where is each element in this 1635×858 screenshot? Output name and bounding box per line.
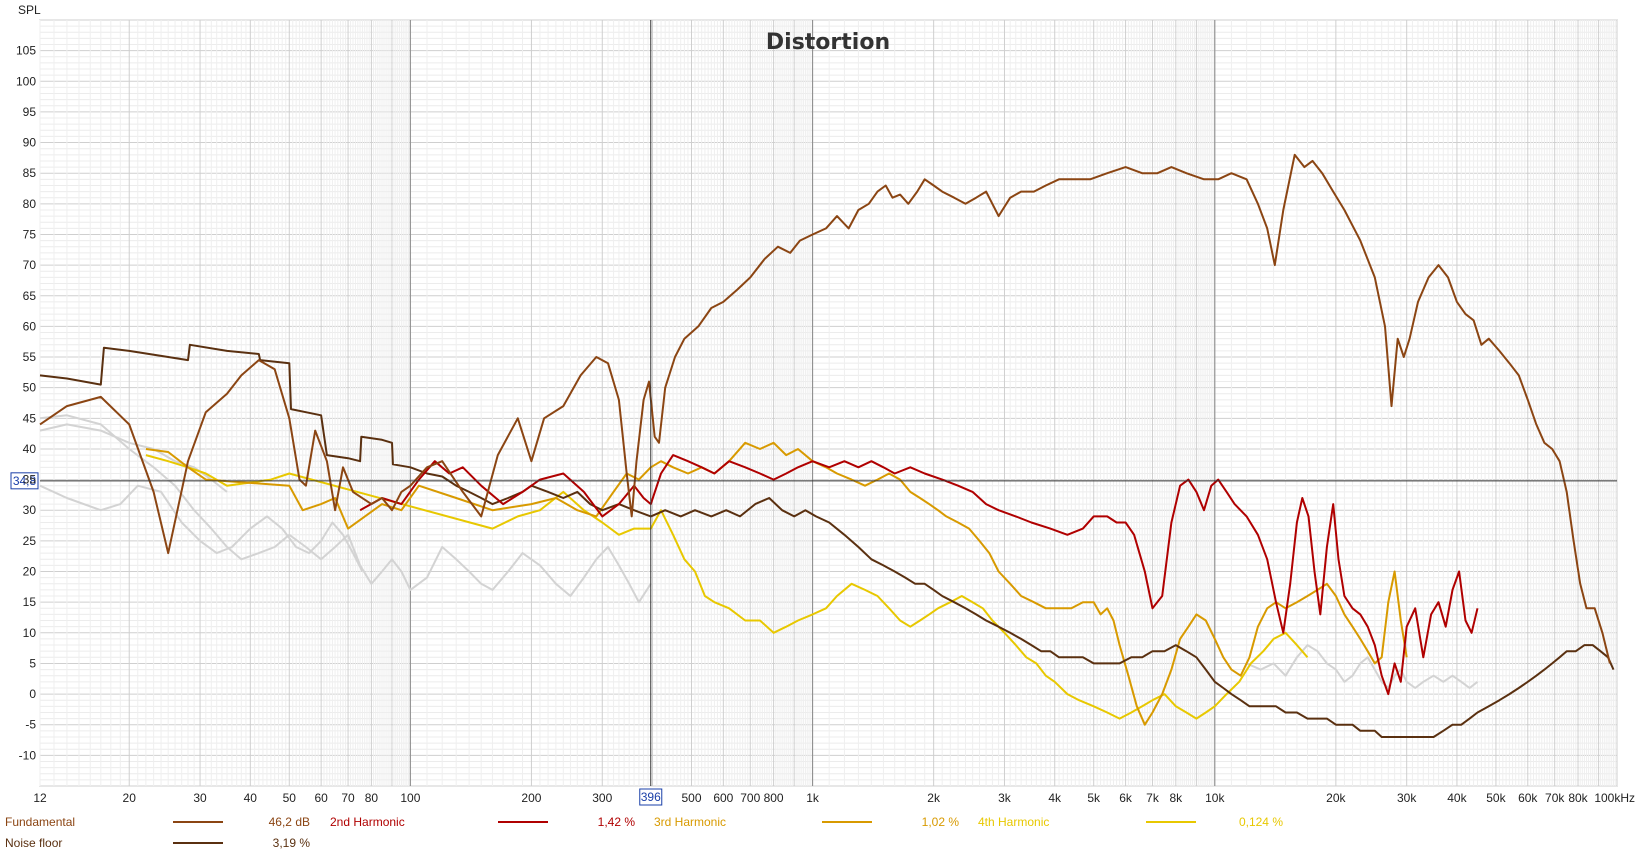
cursor-x-box — [639, 788, 663, 806]
x-tick-label: 30k — [1397, 791, 1417, 805]
chart-title: Distortion — [766, 30, 890, 55]
x-tick-label: 30 — [193, 791, 207, 805]
x-tick-label: 800 — [764, 791, 784, 805]
series-line-fundamental — [39, 153, 1611, 664]
x-tick-label: 60 — [314, 791, 328, 805]
x-tick-label: 70k — [1545, 791, 1565, 805]
x-tick-label: 80 — [365, 791, 379, 805]
x-tick-label: 100 — [400, 791, 420, 805]
x-tick-label: 500 — [681, 791, 701, 805]
cursor-y-box — [10, 472, 39, 490]
legend-name: Noise floor — [5, 836, 62, 850]
legend-name: 4th Harmonic — [978, 815, 1049, 829]
series-layer — [39, 153, 1615, 738]
legend-value: 1,02 % — [922, 815, 960, 829]
series-line-grey-5 — [39, 414, 652, 604]
series-line-grey-8 — [1246, 644, 1479, 689]
x-tick-label: 12 — [33, 791, 47, 805]
y-tick-label: 75 — [23, 227, 37, 241]
x-tick-label: 3k — [998, 791, 1012, 805]
x-tick-label: 2k — [927, 791, 941, 805]
x-tick-label: 600 — [713, 791, 733, 805]
series-line-grey-7 — [39, 423, 228, 493]
x-tick-label: 20k — [1326, 791, 1346, 805]
grid — [39, 19, 1618, 787]
y-tick-label: 100 — [16, 74, 36, 88]
y-tick-label: -5 — [25, 718, 36, 732]
x-tick-label: 10k — [1205, 791, 1225, 805]
legend-value: 46,2 dB — [269, 815, 310, 829]
x-tick-label: 50k — [1486, 791, 1506, 805]
y-tick-label: 85 — [23, 166, 37, 180]
legend-value: 0,124 % — [1239, 815, 1283, 829]
x-tick-label: 8k — [1169, 791, 1183, 805]
legend: Fundamental 46,2 dB 2nd Harmonic 1,42 % 3rd … — [5, 815, 1283, 850]
x-tick-label: 4k — [1048, 791, 1062, 805]
legend-name: 3rd Harmonic — [654, 815, 726, 829]
y-tick-label: 60 — [23, 319, 37, 333]
y-tick-label: 70 — [23, 258, 37, 272]
y-tick-label: 105 — [16, 44, 36, 58]
x-tick-label: 20 — [123, 791, 137, 805]
series-line-4th-harmonic — [145, 454, 1309, 720]
legend-name: 2nd Harmonic — [330, 815, 405, 829]
x-tick-label: 70 — [341, 791, 355, 805]
y-tick-label: 30 — [23, 503, 37, 517]
x-tick-label: 300 — [592, 791, 612, 805]
y-tick-label: 45 — [23, 411, 37, 425]
series-line-grey-6 — [39, 484, 364, 572]
x-tick-label: 40 — [244, 791, 258, 805]
y-tick-label: 5 — [29, 656, 36, 670]
legend-value: 1,42 % — [598, 815, 636, 829]
x-tick-label: 100kHz — [1594, 791, 1635, 805]
y-tick-label: 55 — [23, 350, 37, 364]
cursor-x-readout: 396 — [641, 790, 661, 804]
x-tick-label: 7k — [1146, 791, 1160, 805]
cursor[interactable]: 396 34,8 — [10, 20, 1617, 806]
y-tick-label: 40 — [23, 442, 37, 456]
x-tick-label: 40k — [1447, 791, 1467, 805]
y-tick-label: 10 — [23, 626, 37, 640]
x-tick-label: 80k — [1568, 791, 1588, 805]
legend-name: Fundamental — [5, 815, 75, 829]
x-tick-label: 50 — [283, 791, 297, 805]
y-tick-label: 25 — [23, 534, 37, 548]
x-tick-label: 6k — [1119, 791, 1133, 805]
x-tick-label: 700 — [740, 791, 760, 805]
y-tick-label: 65 — [23, 289, 37, 303]
legend-value: 3,19 % — [273, 836, 311, 850]
y-tick-label: 80 — [23, 197, 37, 211]
x-tick-label: 1k — [806, 791, 820, 805]
y-tick-label: 50 — [23, 381, 37, 395]
y-tick-label: 0 — [29, 687, 36, 701]
x-tick-label: 5k — [1087, 791, 1101, 805]
y-tick-label: 35 — [23, 473, 37, 487]
y-axis-label: SPL — [18, 3, 41, 17]
y-tick-label: 20 — [23, 565, 37, 579]
y-tick-label: 90 — [23, 136, 37, 150]
x-tick-label: 60k — [1518, 791, 1538, 805]
y-tick-label: 15 — [23, 595, 37, 609]
series-line-2nd-harmonic — [359, 454, 1479, 696]
y-tick-label: -10 — [19, 748, 37, 762]
cursor-y-readout: 34,8 — [13, 474, 37, 488]
series-line-noise-floor — [39, 343, 1615, 738]
y-tick-label: 95 — [23, 105, 37, 119]
x-tick-label: 200 — [521, 791, 541, 805]
axes: 1051009590858075706560555045403530252015… — [16, 44, 1635, 805]
